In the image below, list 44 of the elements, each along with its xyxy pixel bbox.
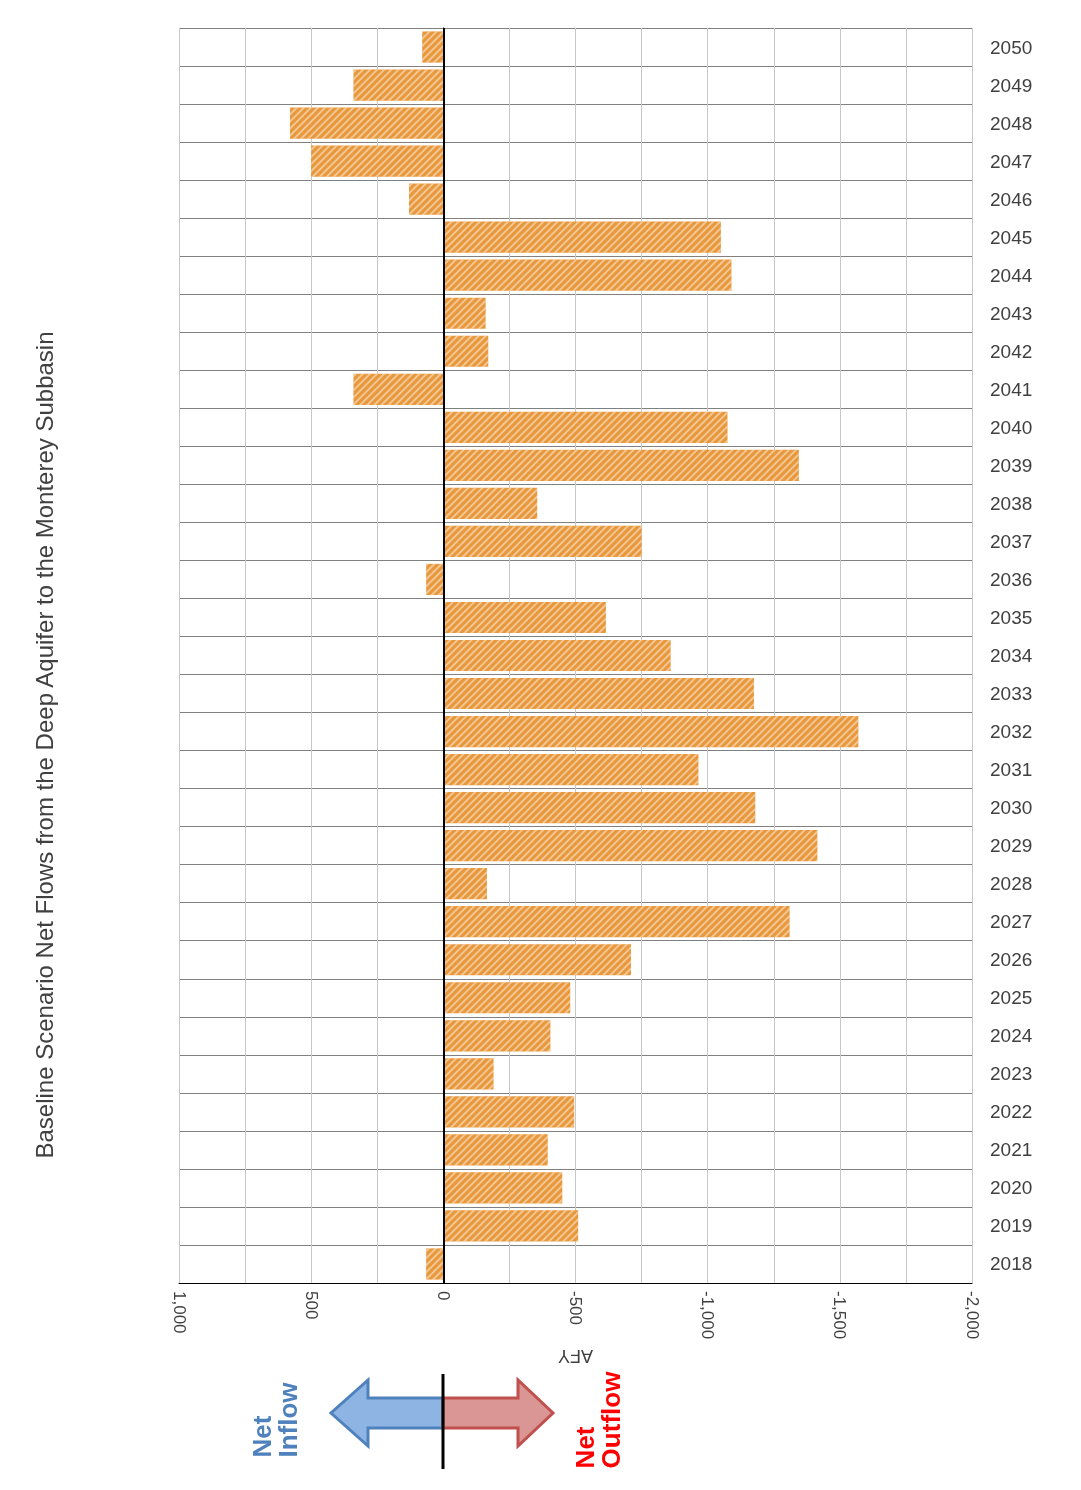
y-tick-label: 2026 [990,949,1033,971]
y-tick-label: 2034 [990,645,1033,666]
y-tick-label: 2027 [990,911,1033,933]
y-tick-label: 2024 [990,1025,1033,1047]
y-tick-label: 2023 [990,1063,1033,1085]
y-tick-label: 2050 [990,36,1033,58]
y-tick-label: 2035 [990,606,1033,628]
x-tick-label: -500 [566,1291,585,1326]
text: Net Inflow [247,1382,303,1458]
y-tick-label: 2029 [990,835,1033,857]
y-tick-label: 2022 [990,1101,1033,1123]
y-tick-label: 2037 [990,530,1033,552]
y-tick-label: 2041 [990,378,1033,400]
y-tick-label: 2019 [990,1215,1033,1237]
y-tick-label: 2033 [990,683,1033,705]
y-tick-label: 2025 [990,987,1033,1009]
y-tick-label: 2031 [990,759,1033,781]
y-tick-label: 2040 [990,416,1033,438]
y-tick-label: 2030 [990,797,1033,819]
y-tick-label: 2048 [990,112,1033,134]
x-tick-label: 500 [301,1291,321,1320]
y-tick-label: 2047 [990,150,1033,172]
x-tick-label: 0 [433,1291,453,1301]
x-tick-label: -1,000 [698,1291,718,1340]
y-tick-label: 2018 [990,1253,1033,1275]
y-tick-label: 2036 [990,568,1033,590]
y-tick-label: 2032 [990,721,1033,743]
y-tick-label: 2044 [990,264,1033,286]
x-tick-label: -1,500 [830,1291,850,1340]
y-tick-label: 2042 [990,340,1033,362]
y-tick-label: 2021 [990,1139,1033,1161]
y-tick-label: 2046 [990,188,1033,210]
text: Baseline Scenario Net Flows from the Deep Aquifer to the Monterey Subbasin [31,331,59,1159]
x-tick-label: -2,000 [962,1291,982,1340]
x-axis-title: AFY [557,1346,594,1367]
y-tick-label: 2039 [990,454,1033,476]
text: Net Outflow [570,1371,626,1469]
y-tick-label: 2049 [990,74,1033,96]
y-tick-label: 2038 [990,492,1033,514]
x-tick-label: 1,000 [169,1291,189,1334]
y-tick-label: 2043 [990,302,1033,324]
y-tick-label: 2028 [990,873,1033,895]
y-tick-label: 2045 [990,226,1033,248]
y-tick-label: 2020 [990,1177,1033,1199]
